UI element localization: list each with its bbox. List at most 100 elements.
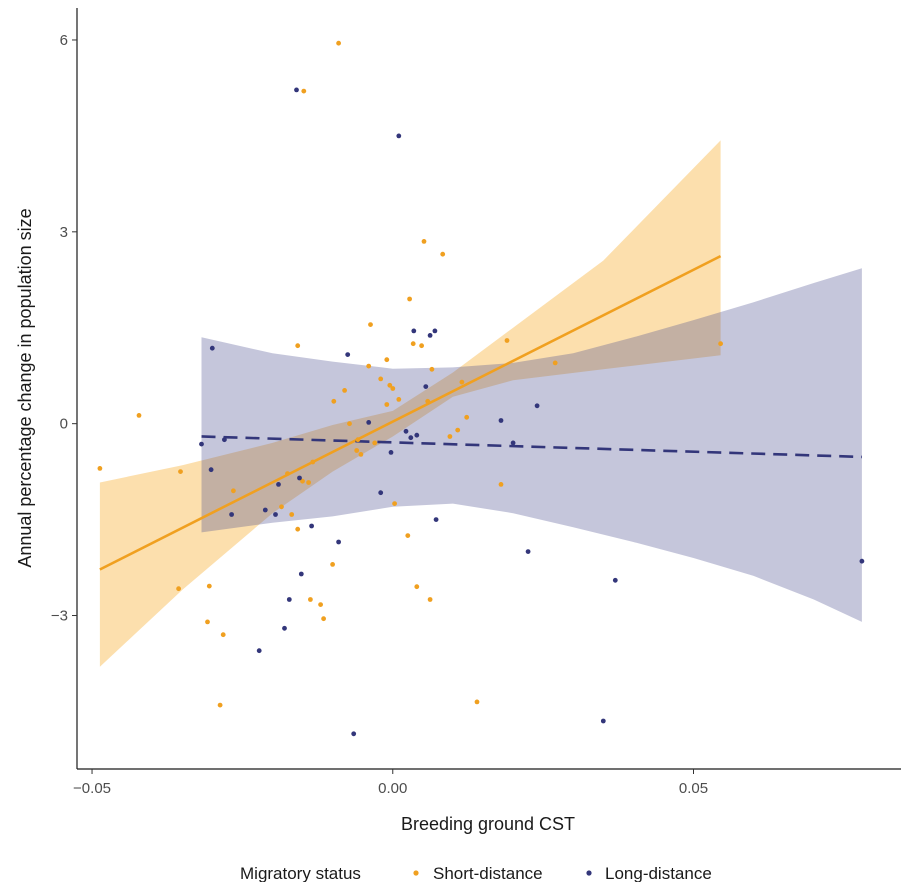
point-short-distance xyxy=(366,363,372,369)
point-long-distance xyxy=(209,345,215,351)
point-short-distance xyxy=(405,533,411,538)
point-long-distance xyxy=(273,512,278,517)
point-short-distance xyxy=(306,480,311,485)
point-short-distance xyxy=(217,702,223,708)
point-short-distance xyxy=(342,388,347,393)
legend-label-short-distance: Short-distance xyxy=(433,864,543,882)
point-short-distance xyxy=(459,379,465,385)
point-short-distance xyxy=(295,343,301,349)
point-long-distance xyxy=(378,490,384,496)
point-long-distance xyxy=(199,441,204,447)
point-long-distance xyxy=(396,133,402,139)
point-short-distance xyxy=(310,459,316,465)
point-short-distance xyxy=(318,602,323,607)
y-tick-label: −3 xyxy=(51,608,68,625)
point-short-distance xyxy=(285,471,290,476)
point-long-distance xyxy=(336,539,341,545)
point-short-distance xyxy=(414,584,420,590)
point-short-distance xyxy=(410,341,416,347)
point-short-distance xyxy=(425,398,431,404)
point-long-distance xyxy=(388,450,394,455)
ci-band-long-distance xyxy=(201,268,862,622)
x-tick-label: 0.05 xyxy=(679,780,708,797)
point-long-distance xyxy=(366,420,372,425)
point-short-distance xyxy=(206,583,212,589)
point-long-distance xyxy=(403,428,409,434)
point-short-distance xyxy=(279,504,284,510)
point-short-distance xyxy=(336,40,341,46)
point-short-distance xyxy=(407,296,412,302)
point-short-distance xyxy=(97,466,103,471)
data-points xyxy=(97,40,865,737)
point-long-distance xyxy=(351,731,357,737)
legend-title: Migratory status xyxy=(240,864,361,882)
point-short-distance xyxy=(378,376,384,382)
point-short-distance xyxy=(419,343,424,349)
y-tick-label: 6 xyxy=(60,32,68,49)
point-long-distance xyxy=(229,512,235,517)
legend: Migratory status Short-distance Long-dis… xyxy=(240,864,712,882)
point-long-distance xyxy=(525,549,531,554)
point-short-distance xyxy=(295,526,301,532)
point-short-distance xyxy=(330,562,335,567)
point-short-distance xyxy=(390,386,396,391)
point-short-distance xyxy=(178,469,183,474)
point-long-distance xyxy=(262,507,268,513)
point-long-distance xyxy=(294,87,299,93)
point-short-distance xyxy=(358,452,364,457)
point-long-distance xyxy=(427,333,433,338)
point-long-distance xyxy=(510,440,516,446)
point-short-distance xyxy=(455,427,461,433)
point-short-distance xyxy=(354,448,360,453)
point-short-distance xyxy=(396,397,402,402)
point-short-distance xyxy=(289,512,295,517)
axes: −3 0 3 6 −0.05 0.00 0.05 xyxy=(51,8,901,797)
point-short-distance xyxy=(474,699,480,705)
point-short-distance xyxy=(504,338,510,343)
point-short-distance xyxy=(429,366,435,372)
point-short-distance xyxy=(321,616,326,622)
point-long-distance xyxy=(423,384,429,389)
legend-label-long-distance: Long-distance xyxy=(605,864,712,882)
point-long-distance xyxy=(600,718,606,724)
point-long-distance xyxy=(345,352,351,357)
point-short-distance xyxy=(392,501,397,506)
legend-key-short-distance xyxy=(413,870,419,876)
point-short-distance xyxy=(387,382,393,388)
y-tick-label: 3 xyxy=(60,224,68,241)
point-long-distance xyxy=(612,577,618,583)
point-short-distance xyxy=(347,421,352,427)
point-long-distance xyxy=(414,432,420,438)
point-long-distance xyxy=(297,475,302,481)
point-long-distance xyxy=(286,597,292,602)
y-tick-label: 0 xyxy=(60,416,68,433)
point-short-distance xyxy=(427,597,433,602)
confidence-bands xyxy=(99,140,862,667)
point-short-distance xyxy=(384,402,390,407)
point-short-distance xyxy=(464,414,470,420)
point-long-distance xyxy=(534,403,540,409)
point-short-distance xyxy=(231,488,236,494)
point-short-distance xyxy=(331,398,337,404)
x-axis-title: Breeding ground CST xyxy=(401,814,575,834)
point-short-distance xyxy=(552,360,558,366)
point-long-distance xyxy=(408,435,414,441)
ci-band-short-distance xyxy=(99,140,721,667)
x-tick-label: −0.05 xyxy=(73,780,111,797)
point-short-distance xyxy=(372,440,378,446)
point-short-distance xyxy=(136,413,142,418)
point-long-distance xyxy=(411,328,417,334)
point-long-distance xyxy=(256,648,262,654)
point-short-distance xyxy=(384,357,390,363)
x-tick-label: 0.00 xyxy=(378,780,407,797)
point-short-distance xyxy=(447,434,453,439)
point-short-distance xyxy=(220,632,226,638)
point-short-distance xyxy=(205,619,210,625)
point-long-distance xyxy=(208,467,214,473)
point-short-distance xyxy=(368,322,373,327)
point-long-distance xyxy=(433,517,439,522)
point-long-distance xyxy=(222,437,227,443)
point-long-distance xyxy=(282,625,287,631)
point-long-distance xyxy=(298,571,304,577)
